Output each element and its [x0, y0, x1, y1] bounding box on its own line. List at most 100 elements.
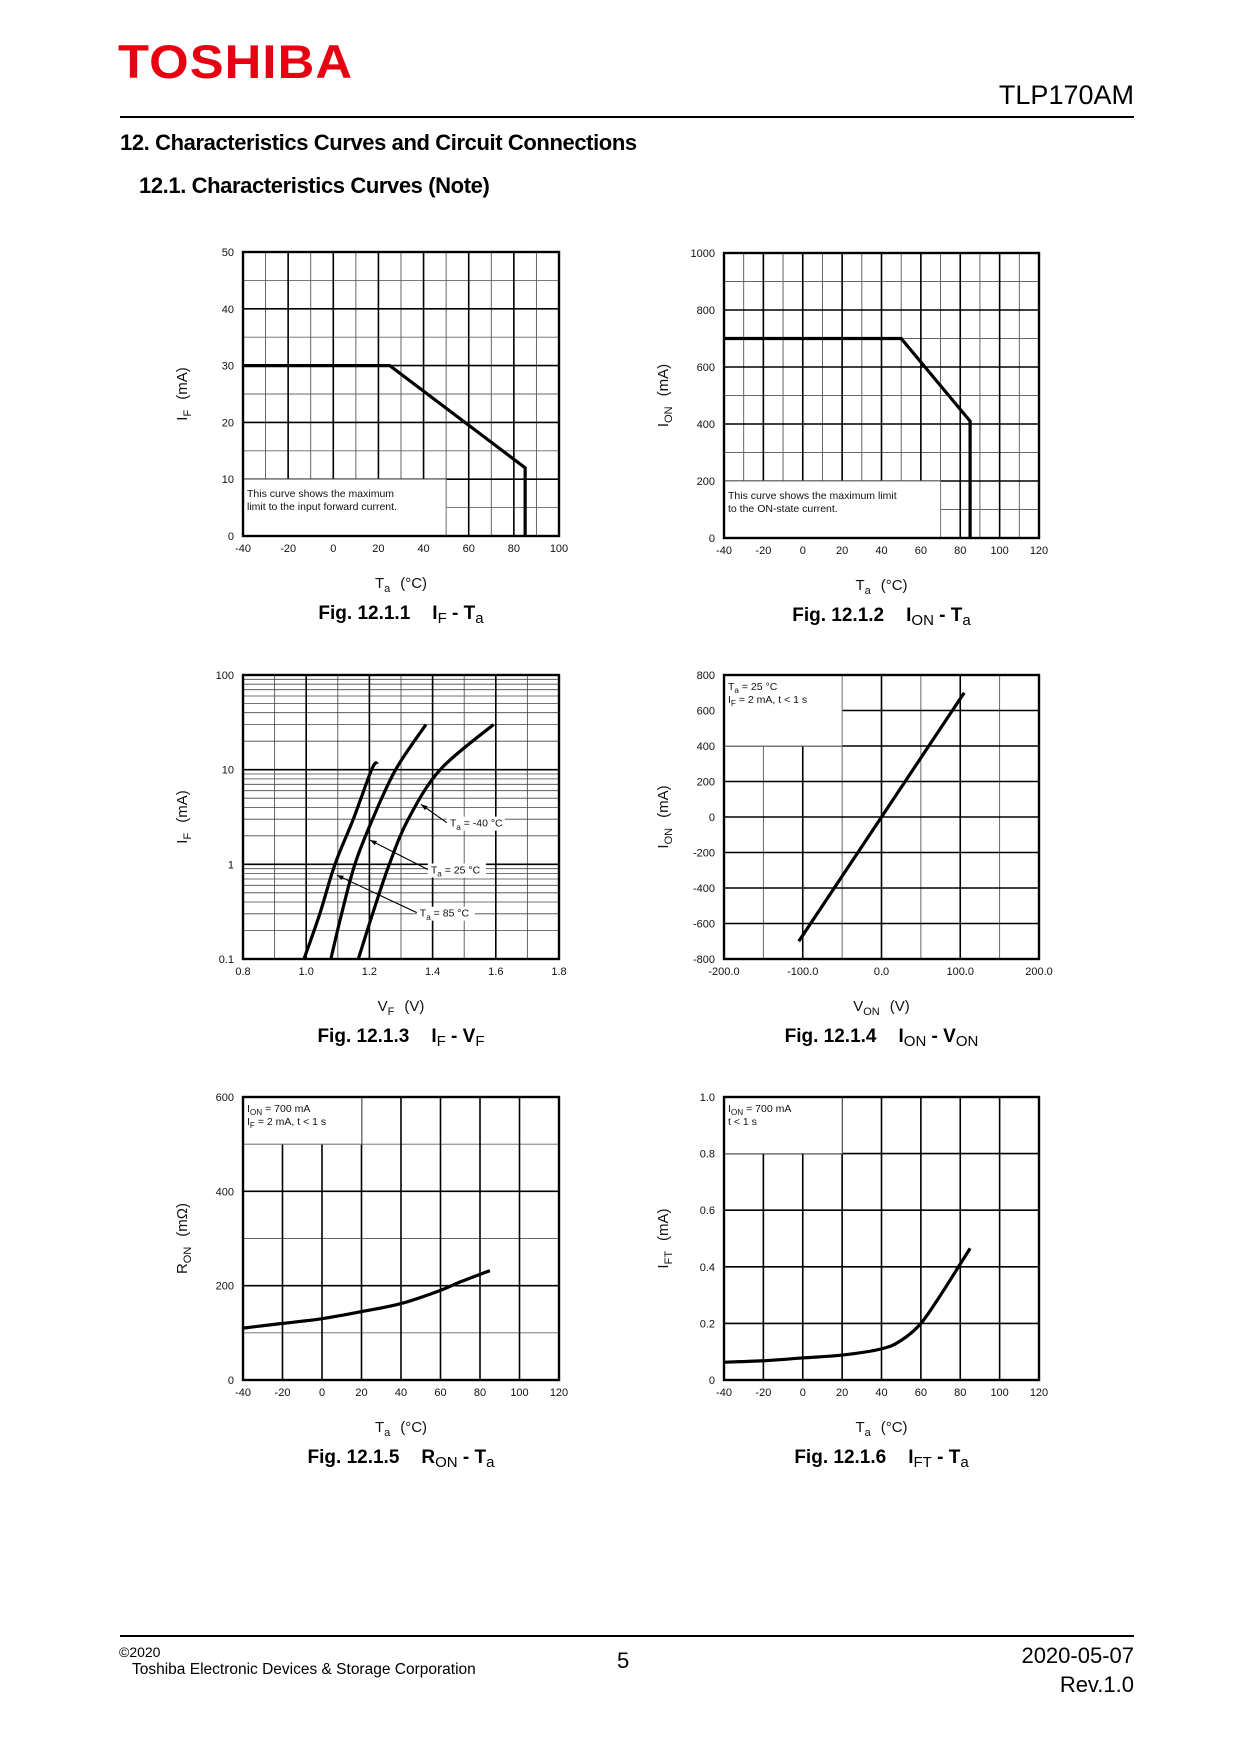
caption-separator: - — [458, 1447, 475, 1468]
x-tick-label: -40 — [235, 543, 251, 555]
note-box — [723, 1096, 843, 1155]
text-segment: = 2 mA, t < 1 s — [736, 694, 807, 706]
x-tick-label: -40 — [716, 545, 732, 557]
figure-caption: Fig. 12.1.2 ION - Ta — [792, 605, 971, 629]
footer-divider — [120, 1635, 1134, 1637]
caption-figure-number: Fig. 12.1.6 — [794, 1447, 886, 1468]
curve-if-max — [243, 364, 527, 536]
caption-subscript: a — [960, 1454, 969, 1471]
caption-subscript: ON — [904, 1033, 927, 1050]
annotation-label-bg — [416, 906, 475, 921]
caption-figure-number: Fig. 12.1.2 — [792, 605, 884, 626]
x-tick-label: 1.0 — [299, 966, 314, 978]
caption-symbol: T — [464, 603, 476, 624]
plot-frame — [241, 673, 561, 961]
text-segment: This curve shows the maximum — [247, 488, 394, 500]
y-tick-label: -400 — [693, 883, 715, 895]
x-tick-label: -20 — [275, 1387, 291, 1399]
curve-ta-25-c — [329, 723, 428, 960]
text-segment: T — [450, 818, 457, 830]
subscript: F — [250, 1121, 255, 1130]
x-axis-label: VF (V) — [378, 998, 425, 1018]
x-tick-label: 0 — [319, 1387, 325, 1399]
axis-unit: (°C) — [400, 575, 427, 592]
caption-separator: - — [926, 1026, 943, 1047]
x-tick-label: 20 — [355, 1387, 367, 1399]
axis-symbol: T — [855, 577, 864, 594]
axis-subscript: a — [865, 585, 872, 597]
x-tick-label: 0.0 — [874, 966, 889, 978]
note-text: Ta = 25 °C — [728, 681, 778, 695]
axis-unit: (V) — [404, 998, 424, 1015]
caption-subscript: ON — [435, 1454, 458, 1471]
annotation-label: Ta = 25 °C — [431, 865, 481, 879]
text-segment: t < 1 s — [728, 1116, 757, 1128]
caption-subscript: FT — [913, 1454, 931, 1471]
x-tick-label: 60 — [915, 545, 927, 557]
caption-subscript: ON — [911, 612, 934, 629]
text-segment: = 25 °C — [739, 681, 778, 693]
curve-ta-85-c — [302, 760, 379, 960]
text-segment: T — [728, 681, 735, 693]
note-text: IF = 2 mA, t < 1 s — [728, 694, 807, 708]
text-segment: = -40 °C — [461, 818, 503, 830]
caption-symbol: T — [951, 605, 963, 626]
y-axis-label: ION (mA) — [655, 364, 675, 427]
y-tick-label: 1.0 — [700, 1092, 715, 1104]
y-tick-label: 600 — [697, 362, 715, 374]
x-tick-label: 120 — [550, 1387, 568, 1399]
axis-unit: (mA) — [655, 1208, 672, 1241]
x-tick-label: -20 — [755, 1387, 771, 1399]
note-text: ION = 700 mA — [728, 1103, 791, 1117]
subscript: a — [437, 870, 442, 879]
note-text: This curve shows the maximum limit — [728, 490, 897, 502]
copyright: ©2020 — [119, 1644, 161, 1660]
axis-symbol: R — [174, 1263, 191, 1274]
axis-unit: (mA) — [174, 367, 191, 400]
x-tick-label: 0.8 — [235, 966, 250, 978]
figure-caption: Fig. 12.1.1 IF - Ta — [318, 603, 484, 627]
caption-separator: - — [932, 1447, 949, 1468]
x-tick-label: 0 — [800, 545, 806, 557]
note-text: This curve shows the maximum — [247, 488, 394, 500]
caption-symbol: I — [431, 1026, 436, 1047]
part-number: TLP170AM — [998, 80, 1134, 110]
axis-symbol: I — [655, 1264, 672, 1268]
subscript: ON — [250, 1108, 262, 1117]
x-tick-label: 80 — [954, 1387, 966, 1399]
y-tick-label: 0 — [709, 533, 715, 545]
caption-subscript: a — [486, 1454, 495, 1471]
axis-unit: (°C) — [881, 1419, 908, 1436]
caption-separator: - — [447, 603, 464, 624]
figure-caption: Fig. 12.1.6 IFT - Ta — [794, 1447, 969, 1471]
x-tick-label: -20 — [280, 543, 296, 555]
x-axis-label: Ta (°C) — [375, 1419, 427, 1439]
axis-unit: (mA) — [174, 790, 191, 823]
note-text: t < 1 s — [728, 1116, 757, 1128]
subscript: a — [734, 686, 739, 695]
chart-fig-3: Ta = -40 °CTa = 25 °CTa = 85 °C0.8 1.0 1.2… — [174, 670, 567, 1050]
text-segment: T — [431, 865, 438, 877]
y-tick-label: 40 — [222, 304, 234, 316]
x-tick-label: 20 — [836, 545, 848, 557]
x-axis-label: Ta (°C) — [375, 575, 427, 595]
text-segment: limit to the input forward current. — [247, 501, 397, 513]
x-tick-label: 40 — [395, 1387, 407, 1399]
y-tick-label: 400 — [216, 1186, 234, 1198]
x-tick-label: 60 — [434, 1387, 446, 1399]
axis-unit: (°C) — [881, 577, 908, 594]
caption-figure-number: Fig. 12.1.5 — [308, 1447, 400, 1468]
caption-subscript: F — [438, 610, 447, 627]
x-tick-label: 20 — [372, 543, 384, 555]
text-segment: to the ON-state current. — [728, 503, 838, 515]
axis-symbol: I — [655, 844, 672, 848]
x-tick-label: 1.2 — [362, 966, 377, 978]
y-tick-label: 10 — [222, 765, 234, 777]
subsection-title: 12.1. Characteristics Curves (Note) — [139, 173, 490, 198]
subscript: ON — [731, 1108, 743, 1117]
text-segment: This curve shows the maximum limit — [728, 490, 897, 502]
caption-symbol: I — [899, 1026, 904, 1047]
text-segment: T — [420, 908, 427, 920]
